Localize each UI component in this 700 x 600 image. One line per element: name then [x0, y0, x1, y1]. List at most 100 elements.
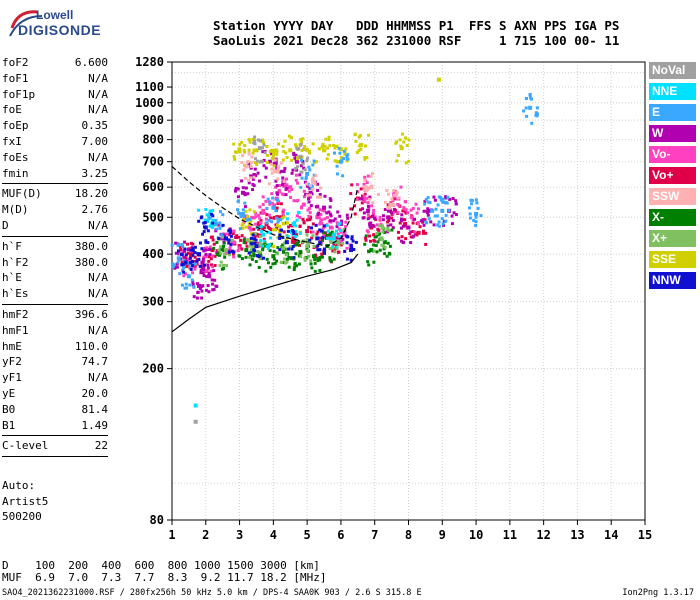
echo-point [388, 208, 392, 212]
echo-point [404, 136, 408, 140]
echo-point [294, 178, 298, 182]
echo-point [339, 230, 343, 234]
echo-point [320, 218, 324, 222]
echo-point [426, 213, 430, 217]
echo-point [332, 237, 336, 241]
echo-point [176, 249, 180, 253]
echo-point [186, 242, 190, 246]
echo-point [366, 217, 370, 221]
echo-point [418, 225, 422, 229]
echo-point [192, 285, 196, 289]
echo-point [368, 239, 372, 243]
echo-point [254, 215, 258, 219]
echo-point [367, 250, 371, 254]
param-value: 380.0 [74, 255, 108, 269]
echo-point [281, 236, 285, 240]
echo-point [318, 228, 322, 232]
echo-point [413, 230, 417, 234]
echo-point [321, 236, 325, 240]
echo-point [436, 77, 441, 82]
echo-point [379, 222, 383, 226]
echo-point [281, 144, 285, 148]
echo-point [525, 114, 529, 118]
logo-line1: Lowell [36, 8, 74, 22]
echo-point [272, 249, 276, 253]
echo-point [285, 260, 289, 264]
x-tick-label: 7 [371, 528, 378, 542]
echo-point [284, 240, 289, 245]
echo-point [336, 210, 340, 214]
echo-point [376, 240, 380, 244]
echo-point [224, 232, 228, 236]
echo-point [330, 230, 334, 234]
echo-point [202, 221, 206, 225]
echo-point [270, 171, 274, 175]
echo-point [337, 243, 341, 247]
echo-point [372, 233, 376, 237]
echo-point [450, 214, 454, 218]
echo-point [213, 278, 217, 282]
echo-point [342, 227, 346, 231]
echo-point [246, 238, 250, 242]
y-tick-label: 1000 [135, 96, 164, 110]
echo-point [363, 242, 367, 246]
true-height-profile-line [171, 253, 359, 333]
echo-point [328, 238, 332, 242]
echo-point [393, 197, 397, 201]
param-value: N/A [88, 218, 108, 232]
echo-point [383, 245, 387, 249]
echo-point [243, 236, 247, 240]
echo-point [265, 154, 269, 158]
echo-point [182, 266, 186, 270]
echo-point [266, 246, 270, 250]
echo-point [181, 262, 185, 266]
param-value: 81.4 [81, 402, 109, 416]
echo-point [308, 168, 312, 172]
echo-point [270, 201, 274, 205]
header-line2: SaoLuis 2021 Dec28 362 231000 RSF 1 715 … [213, 33, 620, 48]
echo-point [340, 219, 344, 223]
echo-point [286, 235, 290, 239]
echo-point [294, 153, 298, 157]
legend-item: W [649, 125, 696, 142]
echo-point [425, 209, 429, 213]
echo-point [367, 207, 371, 211]
echo-point [305, 182, 309, 186]
legend-item: E [649, 104, 696, 121]
echo-point [436, 223, 440, 227]
echo-point [282, 230, 286, 234]
param-value: N/A [88, 103, 108, 117]
echo-point [221, 235, 225, 239]
echo-point [176, 256, 181, 261]
echo-point [203, 254, 208, 259]
version-label: Ion2Png 1.3.17 [622, 588, 694, 598]
echo-point [296, 157, 300, 161]
echo-point [288, 148, 293, 153]
echo-point [204, 248, 208, 252]
echo-point [172, 263, 176, 267]
echo-point [318, 193, 322, 197]
echo-point [444, 219, 448, 223]
echo-point [381, 244, 385, 248]
echo-point [244, 186, 248, 190]
echo-point [332, 144, 336, 148]
echo-point [380, 224, 384, 228]
echo-point [188, 265, 192, 269]
echo-point [301, 217, 305, 221]
echo-point [299, 137, 303, 141]
echo-point [218, 226, 222, 230]
echo-point [188, 283, 192, 287]
echo-point [305, 233, 309, 237]
param-value: 2.76 [81, 203, 109, 217]
echo-point [362, 185, 366, 189]
echo-point [363, 156, 367, 160]
x-tick-label: 15 [638, 528, 652, 542]
echo-point [305, 159, 309, 163]
echo-point [253, 167, 257, 171]
echo-point [342, 157, 346, 161]
echo-point [289, 136, 293, 140]
echo-point [268, 231, 272, 235]
x-tick-label: 14 [604, 528, 618, 542]
x-tick-label: 3 [236, 528, 243, 542]
echo-point [202, 263, 206, 267]
